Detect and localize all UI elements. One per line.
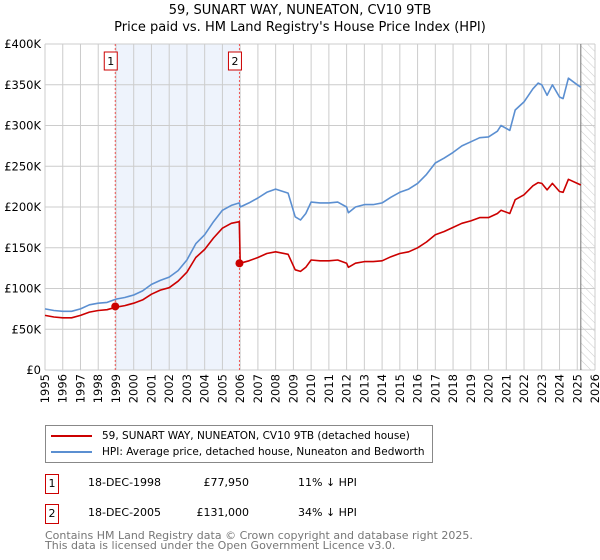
footer: Contains HM Land Registry data © Crown c… <box>45 529 473 552</box>
sale-date: 18-DEC-2005 <box>88 506 162 519</box>
y-tick-label: £50K <box>12 322 42 336</box>
chart-subtitle: Price paid vs. HM Land Registry's House … <box>114 20 486 35</box>
x-tick-label: 2017 <box>428 374 442 403</box>
x-tick-label: 1996 <box>56 374 70 403</box>
x-tick-label: 2000 <box>127 374 141 403</box>
sale-marker-badge: 1 <box>45 474 59 494</box>
sale-hpi-diff: 34% ↓ HPI <box>298 506 357 519</box>
sale-label-2: 2 <box>231 55 238 68</box>
x-tick-label: 2010 <box>304 374 318 403</box>
y-tick-label: £300K <box>4 119 41 133</box>
sale-price: £131,000 <box>196 506 250 519</box>
legend-label: HPI: Average price, detached house, Nune… <box>102 446 425 458</box>
sale-hpi-diff: 11% ↓ HPI <box>298 476 357 489</box>
sale-label-box-1 <box>103 51 118 71</box>
y-tick-label: £350K <box>4 78 41 92</box>
sale-row-1: 1 18-DEC-1998 £77,950 11% ↓ HPI <box>45 474 445 494</box>
x-tick-label: 2009 <box>286 374 300 403</box>
chart-title: 59, SUNART WAY, NUNEATON, CV10 9TB <box>168 3 432 18</box>
x-tick-label: 2003 <box>180 374 194 403</box>
x-tick-label: 1999 <box>109 374 123 403</box>
x-tick-label: 2014 <box>375 374 389 403</box>
y-tick-label: £0 <box>26 363 41 377</box>
x-tick-label: 2021 <box>499 374 513 403</box>
x-tick-label: 2008 <box>269 374 283 403</box>
x-tick-label: 1998 <box>91 374 105 403</box>
x-tick-label: 2004 <box>198 374 212 403</box>
legend: 59, SUNART WAY, NUNEATON, CV10 9TB (deta… <box>45 425 433 463</box>
footer-copyright: Contains HM Land Registry data © Crown c… <box>45 529 473 542</box>
x-tick-label: 2007 <box>251 374 265 403</box>
legend-item-hpi: HPI: Average price, detached house, Nune… <box>51 444 424 460</box>
x-tick-label: 2016 <box>411 374 425 403</box>
legend-label: 59, SUNART WAY, NUNEATON, CV10 9TB (deta… <box>102 430 410 442</box>
sale-point-2 <box>235 259 244 268</box>
x-tick-label: 2015 <box>393 374 407 403</box>
footer-license: This data is licensed under the Open Gov… <box>45 539 396 552</box>
x-tick-label: 1995 <box>38 374 52 403</box>
x-tick-label: 2013 <box>357 374 371 403</box>
y-tick-label: £200K <box>4 200 41 214</box>
x-tick-label: 2026 <box>588 374 600 403</box>
price-paid-line <box>44 178 582 319</box>
x-tick-label: 2025 <box>570 374 584 403</box>
y-tick-label: £100K <box>4 282 41 296</box>
x-tick-label: 2001 <box>144 374 158 403</box>
legend-item-property: 59, SUNART WAY, NUNEATON, CV10 9TB (deta… <box>51 428 410 444</box>
x-tick-label: 2022 <box>517 374 531 403</box>
x-tick-label: 2006 <box>233 374 247 403</box>
hpi-line <box>44 77 582 313</box>
chart-plot: 1995 1996 1997 1998 1999 2000 2001 2002 2003 2004… <box>4 37 600 403</box>
sale-label-box-2 <box>227 51 242 71</box>
x-tick-label: 2005 <box>215 374 229 403</box>
sale-marker-badge: 2 <box>45 504 59 524</box>
y-tick-label: £250K <box>4 159 41 173</box>
sale-date: 18-DEC-1998 <box>88 476 162 489</box>
x-tick-label: 2019 <box>464 374 478 403</box>
x-tick-label: 2023 <box>535 374 549 403</box>
x-tick-label: 2020 <box>482 374 496 403</box>
legend-swatch-red <box>51 435 92 437</box>
x-tick-label: 2002 <box>162 374 176 403</box>
sale-row-2: 2 18-DEC-2005 £131,000 34% ↓ HPI <box>45 504 445 524</box>
x-tick-label: 2018 <box>446 374 460 403</box>
y-tick-label: £400K <box>4 37 41 51</box>
sale-point-1 <box>111 302 120 311</box>
x-tick-label: 1997 <box>73 374 87 403</box>
x-tick-label: 2012 <box>340 374 354 403</box>
x-tick-label: 2024 <box>553 374 567 403</box>
y-tick-label: £150K <box>4 241 41 255</box>
sale-price: £77,950 <box>203 476 250 489</box>
sale-label-1: 1 <box>107 55 114 68</box>
legend-swatch-blue <box>51 451 92 453</box>
x-tick-label: 2011 <box>322 374 336 403</box>
